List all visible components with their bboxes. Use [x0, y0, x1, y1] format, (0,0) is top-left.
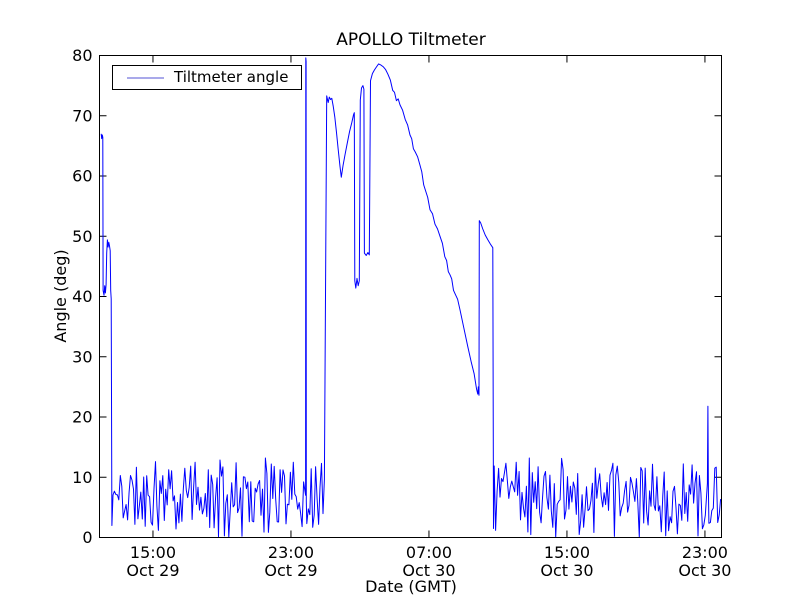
y-tick-label: 40 — [72, 287, 92, 306]
y-axis-title: Angle (deg) — [51, 249, 70, 343]
y-tick-label: 50 — [72, 227, 92, 246]
y-tick-label: 20 — [72, 408, 92, 427]
x-tick-label-time: 23:00 — [268, 543, 314, 562]
y-tick-label: 30 — [72, 347, 92, 366]
x-axis-title: Date (GMT) — [365, 577, 457, 596]
x-tick-label-date: Oct 29 — [264, 561, 317, 580]
x-tick-label-date: Oct 30 — [540, 561, 593, 580]
plot-frame — [99, 55, 722, 538]
x-tick-label-date: Oct 30 — [402, 561, 455, 580]
x-tick-label-time: 15:00 — [130, 543, 176, 562]
tiltmeter-angle-line — [100, 57, 722, 538]
y-tick-label: 80 — [72, 46, 92, 65]
y-tick-label: 70 — [72, 106, 92, 125]
y-tick-label: 10 — [72, 468, 92, 487]
x-tick-label-date: Oct 29 — [126, 561, 179, 580]
chart-title: APOLLO Tiltmeter — [336, 30, 486, 50]
x-tick-label-time: 15:00 — [544, 543, 590, 562]
x-tick-label-time: 23:00 — [682, 543, 728, 562]
y-tick-label: 0 — [82, 528, 92, 547]
x-tick-label-date: Oct 30 — [678, 561, 731, 580]
legend-line-sample — [127, 76, 164, 79]
legend: Tiltmeter angle — [112, 65, 302, 90]
legend-label: Tiltmeter angle — [174, 68, 289, 86]
y-tick-label: 60 — [72, 167, 92, 186]
x-tick-label-time: 07:00 — [406, 543, 452, 562]
